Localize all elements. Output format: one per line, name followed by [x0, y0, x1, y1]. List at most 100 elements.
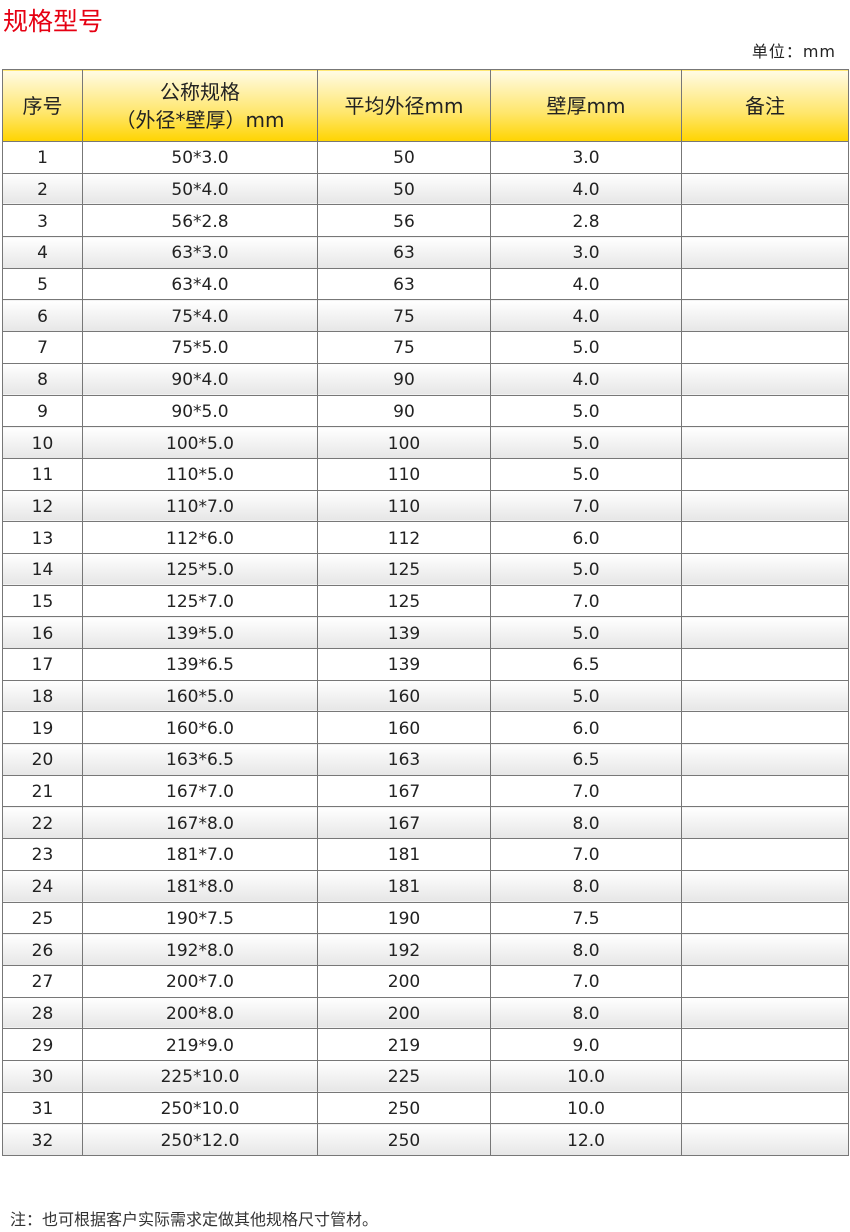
footnote: 注：也可根据客户实际需求定做其他规格尺寸管材。: [10, 1210, 379, 1229]
cell-outer-diameter: 167: [317, 806, 491, 840]
header-spec-line2: （外径*壁厚）mm: [115, 107, 285, 132]
cell-wall-thickness: 5.0: [490, 679, 682, 713]
cell-spec: 250*10.0: [82, 1091, 318, 1125]
cell-remarks: [681, 331, 849, 364]
cell-wall-thickness: 3.0: [490, 141, 682, 174]
cell-remarks: [681, 489, 849, 523]
cell-wall-thickness: 4.0: [490, 267, 682, 301]
cell-spec: 139*5.0: [82, 616, 318, 649]
table-row: 21 167*7.0 167 7.0: [2, 774, 849, 808]
cell-remarks: [681, 362, 849, 396]
table-row: 32 250*12.0 250 12.0: [2, 1123, 849, 1156]
cell-outer-diameter: 90: [317, 362, 491, 396]
table-row: 23 181*7.0 181 7.0: [2, 838, 849, 871]
cell-outer-diameter: 110: [317, 457, 491, 491]
cell-index: 14: [2, 552, 83, 586]
cell-index: 1: [2, 141, 83, 174]
header-index: 序号: [2, 69, 83, 142]
cell-index: 16: [2, 616, 83, 649]
cell-wall-thickness: 7.0: [490, 774, 682, 808]
cell-remarks: [681, 457, 849, 491]
cell-outer-diameter: 100: [317, 426, 491, 459]
cell-spec: 200*8.0: [82, 996, 318, 1030]
cell-remarks: [681, 838, 849, 871]
cell-spec: 160*5.0: [82, 679, 318, 713]
cell-wall-thickness: 12.0: [490, 1123, 682, 1156]
cell-wall-thickness: 10.0: [490, 1059, 682, 1093]
cell-remarks: [681, 1123, 849, 1156]
cell-spec: 167*7.0: [82, 774, 318, 808]
cell-wall-thickness: 8.0: [490, 806, 682, 840]
table-row: 28 200*8.0 200 8.0: [2, 996, 849, 1030]
cell-spec: 63*4.0: [82, 267, 318, 301]
cell-index: 24: [2, 869, 83, 903]
cell-remarks: [681, 394, 849, 428]
cell-remarks: [681, 711, 849, 745]
table-row: 5 63*4.0 63 4.0: [2, 267, 849, 301]
cell-remarks: [681, 648, 849, 681]
cell-index: 20: [2, 743, 83, 776]
cell-wall-thickness: 6.5: [490, 743, 682, 776]
cell-spec: 250*12.0: [82, 1123, 318, 1156]
table-row: 10 100*5.0 100 5.0: [2, 426, 849, 459]
table-row: 19 160*6.0 160 6.0: [2, 711, 849, 745]
cell-wall-thickness: 5.0: [490, 552, 682, 586]
cell-spec: 75*4.0: [82, 299, 318, 333]
cell-spec: 112*6.0: [82, 521, 318, 554]
cell-wall-thickness: 4.0: [490, 172, 682, 206]
cell-index: 21: [2, 774, 83, 808]
cell-wall-thickness: 7.0: [490, 838, 682, 871]
cell-wall-thickness: 6.5: [490, 648, 682, 681]
cell-remarks: [681, 299, 849, 333]
cell-wall-thickness: 7.5: [490, 901, 682, 935]
table-row: 16 139*5.0 139 5.0: [2, 616, 849, 649]
cell-outer-diameter: 219: [317, 1028, 491, 1061]
cell-spec: 139*6.5: [82, 648, 318, 681]
cell-index: 5: [2, 267, 83, 301]
cell-remarks: [681, 743, 849, 776]
table-row: 25 190*7.5 190 7.5: [2, 901, 849, 935]
cell-outer-diameter: 50: [317, 141, 491, 174]
table-row: 17 139*6.5 139 6.5: [2, 648, 849, 681]
cell-index: 2: [2, 172, 83, 206]
table-row: 31 250*10.0 250 10.0: [2, 1091, 849, 1125]
cell-spec: 160*6.0: [82, 711, 318, 745]
header-row: 序号 公称规格 （外径*壁厚）mm 平均外径mm 壁厚mm 备注: [2, 69, 849, 142]
cell-outer-diameter: 63: [317, 236, 491, 269]
cell-wall-thickness: 4.0: [490, 362, 682, 396]
cell-remarks: [681, 806, 849, 840]
cell-wall-thickness: 6.0: [490, 521, 682, 554]
cell-index: 30: [2, 1059, 83, 1093]
table-row: 20 163*6.5 163 6.5: [2, 743, 849, 776]
cell-index: 10: [2, 426, 83, 459]
cell-remarks: [681, 1028, 849, 1061]
cell-spec: 50*3.0: [82, 141, 318, 174]
cell-outer-diameter: 250: [317, 1091, 491, 1125]
header-spec: 公称规格 （外径*壁厚）mm: [82, 69, 318, 142]
cell-spec: 181*7.0: [82, 838, 318, 871]
cell-remarks: [681, 679, 849, 713]
cell-spec: 110*5.0: [82, 457, 318, 491]
cell-index: 25: [2, 901, 83, 935]
cell-outer-diameter: 112: [317, 521, 491, 554]
cell-index: 27: [2, 964, 83, 998]
spec-table: 序号 公称规格 （外径*壁厚）mm 平均外径mm 壁厚mm 备注 1 50*3.0 5…: [2, 69, 849, 1156]
table-row: 30 225*10.0 225 10.0: [2, 1059, 849, 1093]
cell-wall-thickness: 5.0: [490, 457, 682, 491]
cell-index: 19: [2, 711, 83, 745]
table-row: 27 200*7.0 200 7.0: [2, 964, 849, 998]
cell-index: 15: [2, 584, 83, 618]
cell-index: 4: [2, 236, 83, 269]
cell-index: 18: [2, 679, 83, 713]
cell-index: 6: [2, 299, 83, 333]
cell-wall-thickness: 3.0: [490, 236, 682, 269]
cell-wall-thickness: 9.0: [490, 1028, 682, 1061]
cell-remarks: [681, 552, 849, 586]
cell-spec: 75*5.0: [82, 331, 318, 364]
cell-index: 9: [2, 394, 83, 428]
header-remarks: 备注: [681, 69, 849, 142]
table-row: 9 90*5.0 90 5.0: [2, 394, 849, 428]
table-row: 26 192*8.0 192 8.0: [2, 933, 849, 966]
page-title: 规格型号: [3, 7, 104, 36]
cell-outer-diameter: 225: [317, 1059, 491, 1093]
